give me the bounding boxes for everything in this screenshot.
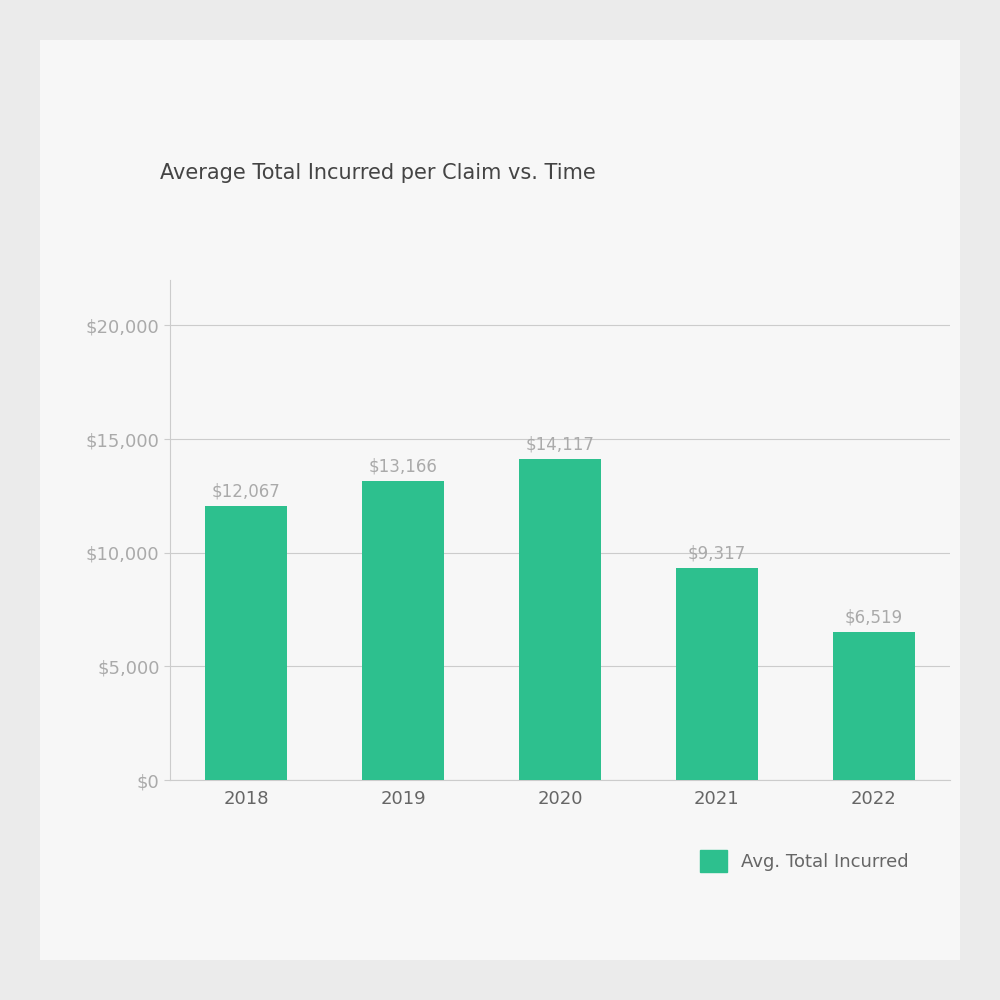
Text: $12,067: $12,067 bbox=[212, 482, 281, 500]
Text: $6,519: $6,519 bbox=[845, 608, 903, 626]
Bar bbox=[205, 506, 287, 780]
Bar bbox=[519, 459, 601, 780]
Text: Average Total Incurred per Claim vs. Time: Average Total Incurred per Claim vs. Tim… bbox=[160, 163, 595, 183]
Text: $9,317: $9,317 bbox=[688, 545, 746, 563]
Text: $14,117: $14,117 bbox=[526, 435, 594, 453]
Legend: Avg. Total Incurred: Avg. Total Incurred bbox=[685, 836, 923, 887]
Bar bbox=[833, 632, 915, 780]
Bar bbox=[362, 481, 444, 780]
FancyBboxPatch shape bbox=[40, 40, 960, 960]
Text: $13,166: $13,166 bbox=[369, 457, 438, 475]
Bar bbox=[676, 568, 758, 780]
